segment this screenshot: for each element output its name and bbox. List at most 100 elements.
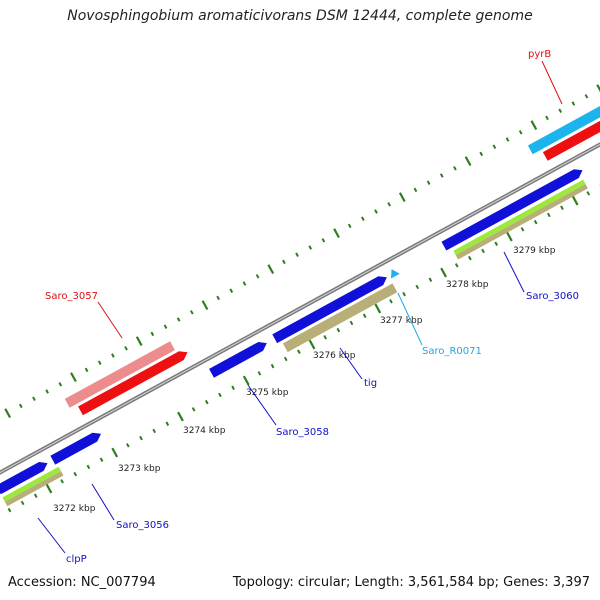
tick-mark [45, 389, 49, 394]
tick-mark [387, 202, 391, 207]
tick-mark [191, 407, 196, 412]
gene-label-saro-r0071[interactable]: Saro_R0071 [422, 346, 482, 357]
tick-mark [479, 151, 484, 157]
tick-mark [99, 457, 104, 462]
tick-label-3276: 3276 kbp [313, 351, 356, 361]
tick-mark [84, 367, 89, 373]
gene-bar-saro-3056[interactable] [50, 432, 101, 465]
tick-mark [111, 447, 119, 458]
gene-leader-lines [37, 60, 563, 554]
tick-mark [204, 399, 209, 405]
gene-bar-saro-3060[interactable] [441, 169, 583, 251]
gene-bar-clpP[interactable] [0, 462, 48, 495]
gene-label-saro-3060[interactable]: Saro_3060 [526, 291, 579, 302]
tick-mark [126, 443, 130, 448]
accession-text: Accession: NC_007794 [8, 575, 156, 590]
tick-mark [323, 335, 328, 340]
tick-mark [494, 241, 499, 246]
tick-mark [520, 227, 525, 232]
tick-mark [505, 231, 513, 242]
gene-bar-pyrB[interactable] [542, 109, 600, 161]
tick-mark [492, 144, 497, 149]
gene-bar-saro-3060-khaki[interactable] [455, 184, 588, 260]
gene-label-saro-3057[interactable]: Saro_3057 [45, 291, 98, 302]
tick-mark [336, 327, 341, 333]
gene-bar-pyrB-outer[interactable] [527, 98, 600, 155]
tick-label-3273: 3273 kbp [118, 464, 161, 474]
tick-mark [402, 291, 406, 297]
gene-label-pyrB[interactable]: pyrB [528, 49, 551, 60]
tick-mark [73, 471, 78, 477]
tick-mark [124, 346, 128, 351]
tick-mark [468, 255, 472, 261]
tick-mark [440, 267, 447, 278]
tick-mark [546, 212, 551, 218]
genome-title: Novosphingobium aromaticivorans DSM 1244… [67, 8, 533, 24]
tick-mark [571, 195, 579, 206]
tick-mark [135, 336, 143, 347]
tick-mark [32, 396, 36, 401]
tick-mark [347, 223, 352, 229]
tick-mark [333, 228, 340, 239]
tick-mark [415, 284, 420, 290]
tick-mark [481, 248, 485, 254]
tick-mark [297, 349, 301, 354]
tick-mark [571, 101, 576, 106]
gene-bar-clpP-lime[interactable] [2, 466, 62, 502]
tick-mark [361, 216, 365, 221]
tick-mark [20, 500, 25, 506]
tick-mark [349, 320, 354, 326]
tick-mark [283, 356, 288, 362]
tick-mark [413, 187, 418, 193]
tick-mark [242, 375, 250, 386]
tick-mark [86, 464, 91, 470]
gene-label-saro-3056[interactable]: Saro_3056 [116, 520, 169, 531]
tick-mark [560, 205, 564, 210]
gene-label-tig[interactable]: tig [364, 378, 377, 389]
tick-label-3274: 3274 kbp [183, 426, 226, 436]
tick-mark [464, 156, 472, 167]
tick-mark [439, 173, 444, 178]
gene-labels: pyrB Saro_3057 Saro_3060 Saro_R0071 tig … [45, 49, 579, 565]
tick-mark [45, 483, 53, 494]
tick-mark [165, 421, 170, 426]
tick-mark [111, 353, 115, 358]
tick-mark [216, 295, 220, 301]
tick-mark [201, 300, 209, 311]
gene-bar-saro-3060-lime[interactable] [453, 179, 586, 256]
gene-bar-saro-3057[interactable] [78, 351, 188, 416]
gene-bar-clpP-khaki[interactable] [4, 471, 64, 507]
tick-mark [308, 245, 313, 250]
tick-mark [176, 317, 181, 322]
tick-mark [231, 385, 235, 390]
tick-mark [530, 120, 538, 131]
tick-mark [229, 288, 234, 293]
gene-features [0, 98, 600, 507]
genome-summary-text: Topology: circular; Length: 3,561,584 bp… [232, 575, 590, 590]
tick-mark [321, 238, 326, 243]
gene-label-saro-3058[interactable]: Saro_3058 [276, 427, 329, 438]
tick-mark [374, 209, 378, 214]
tick-mark [7, 507, 12, 513]
tick-mark [139, 435, 143, 441]
tick-mark [389, 299, 393, 304]
tick-mark [218, 392, 222, 398]
tick-mark [177, 411, 184, 422]
tick-mark [454, 263, 459, 268]
tick-label-3272: 3272 kbp [53, 504, 96, 514]
tick-labels: 3272 kbp 3273 kbp 3274 kbp 3275 kbp 3276… [53, 246, 556, 514]
tick-mark [270, 363, 275, 369]
tick-mark [60, 479, 64, 484]
gene-bar-tig-khaki[interactable] [282, 283, 398, 353]
gene-bar-tig[interactable] [272, 276, 387, 344]
gene-bar-saro-3058[interactable] [209, 342, 267, 378]
genome-backbone [0, 142, 600, 475]
gene-label-clpp[interactable]: clpP [66, 554, 87, 565]
tick-mark [257, 371, 262, 376]
tick-mark [505, 137, 510, 142]
gene-bar-saro-r0071[interactable] [391, 269, 400, 279]
gene-bar-saro-3057-outer[interactable] [64, 341, 175, 408]
tick-mark [4, 408, 12, 419]
tick-mark [242, 281, 247, 286]
tick-mark [584, 94, 589, 99]
